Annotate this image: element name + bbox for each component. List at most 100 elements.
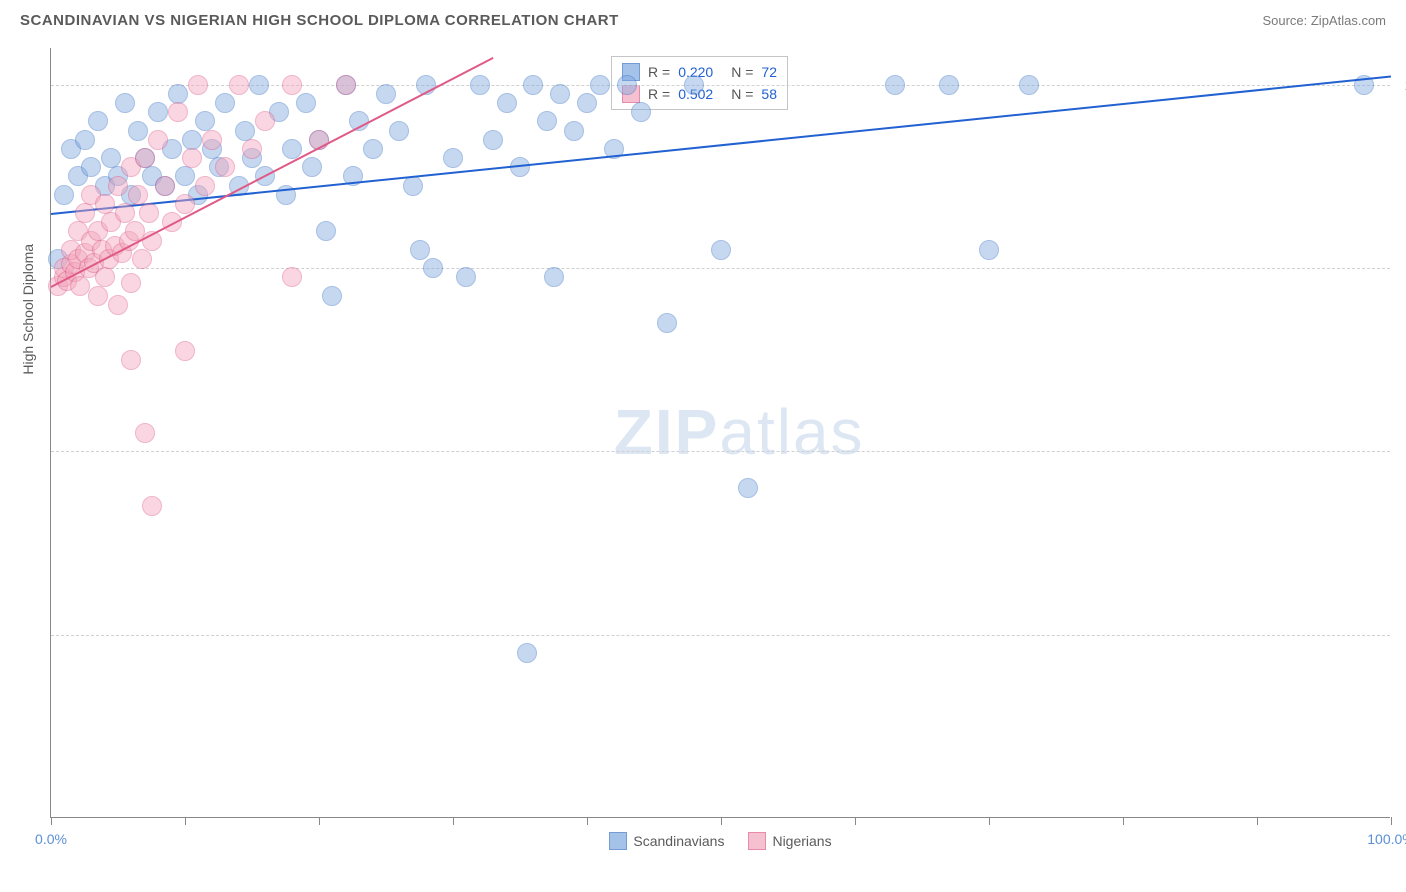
legend-item: Nigerians (748, 832, 831, 850)
legend-r-label: R = (648, 64, 670, 80)
data-point (182, 130, 202, 150)
data-point (132, 249, 152, 269)
data-point (322, 286, 342, 306)
data-point (979, 240, 999, 260)
data-point (168, 84, 188, 104)
data-point (376, 84, 396, 104)
x-tick (185, 817, 186, 825)
legend-n-value: 58 (761, 86, 777, 102)
chart-title: SCANDINAVIAN VS NIGERIAN HIGH SCHOOL DIP… (20, 12, 619, 29)
data-point (443, 148, 463, 168)
data-point (195, 111, 215, 131)
data-point (121, 350, 141, 370)
data-point (155, 176, 175, 196)
data-point (215, 157, 235, 177)
data-point (711, 240, 731, 260)
data-point (175, 166, 195, 186)
legend-swatch (748, 832, 766, 850)
legend-n-label: N = (731, 64, 753, 80)
data-point (215, 93, 235, 113)
data-point (128, 121, 148, 141)
data-point (497, 93, 517, 113)
data-point (544, 267, 564, 287)
data-point (456, 267, 476, 287)
data-point (95, 267, 115, 287)
data-point (939, 75, 959, 95)
header: SCANDINAVIAN VS NIGERIAN HIGH SCHOOL DIP… (0, 0, 1406, 37)
watermark-rest: atlas (719, 396, 864, 468)
data-point (255, 111, 275, 131)
data-point (242, 139, 262, 159)
x-tick (721, 817, 722, 825)
data-point (657, 313, 677, 333)
data-point (617, 75, 637, 95)
data-point (75, 203, 95, 223)
data-point (202, 130, 222, 150)
data-point (302, 157, 322, 177)
data-point (128, 185, 148, 205)
data-point (282, 75, 302, 95)
data-point (564, 121, 584, 141)
data-point (336, 75, 356, 95)
data-point (389, 121, 409, 141)
data-point (410, 240, 430, 260)
data-point (296, 93, 316, 113)
data-point (88, 286, 108, 306)
data-point (550, 84, 570, 104)
data-point (148, 130, 168, 150)
data-point (188, 75, 208, 95)
data-point (135, 423, 155, 443)
data-point (195, 176, 215, 196)
data-point (282, 267, 302, 287)
data-point (577, 93, 597, 113)
data-point (81, 157, 101, 177)
gridline (51, 451, 1390, 452)
legend-r-label: R = (648, 86, 670, 102)
data-point (148, 102, 168, 122)
x-tick (51, 817, 52, 825)
watermark: ZIPatlas (614, 395, 865, 469)
gridline (51, 268, 1390, 269)
data-point (101, 148, 121, 168)
data-point (363, 139, 383, 159)
data-point (95, 194, 115, 214)
data-point (517, 643, 537, 663)
source-label: Source: ZipAtlas.com (1262, 13, 1386, 28)
data-point (229, 75, 249, 95)
data-point (316, 221, 336, 241)
data-point (175, 341, 195, 361)
x-tick (319, 817, 320, 825)
x-tick-label: 100.0% (1367, 831, 1406, 847)
legend-n-label: N = (731, 86, 753, 102)
data-point (885, 75, 905, 95)
data-point (483, 130, 503, 150)
scatter-chart: ZIPatlas R =0.220N =72R =0.502N =58 Scan… (50, 48, 1390, 818)
data-point (135, 148, 155, 168)
data-point (88, 111, 108, 131)
x-tick (453, 817, 454, 825)
data-point (115, 93, 135, 113)
data-point (121, 273, 141, 293)
data-point (235, 121, 255, 141)
data-point (631, 102, 651, 122)
gridline (51, 635, 1390, 636)
legend-item: Scandinavians (609, 832, 724, 850)
data-point (175, 194, 195, 214)
x-tick (1391, 817, 1392, 825)
data-point (182, 148, 202, 168)
data-point (684, 75, 704, 95)
x-tick (989, 817, 990, 825)
legend-label: Nigerians (772, 833, 831, 849)
data-point (590, 75, 610, 95)
series-legend: Scandinavians Nigerians (51, 832, 1390, 853)
data-point (139, 203, 159, 223)
data-point (537, 111, 557, 131)
x-tick (855, 817, 856, 825)
legend-label: Scandinavians (633, 833, 724, 849)
data-point (1019, 75, 1039, 95)
data-point (54, 185, 74, 205)
legend-n-value: 72 (761, 64, 777, 80)
data-point (249, 75, 269, 95)
x-tick-label: 0.0% (35, 831, 67, 847)
data-point (738, 478, 758, 498)
